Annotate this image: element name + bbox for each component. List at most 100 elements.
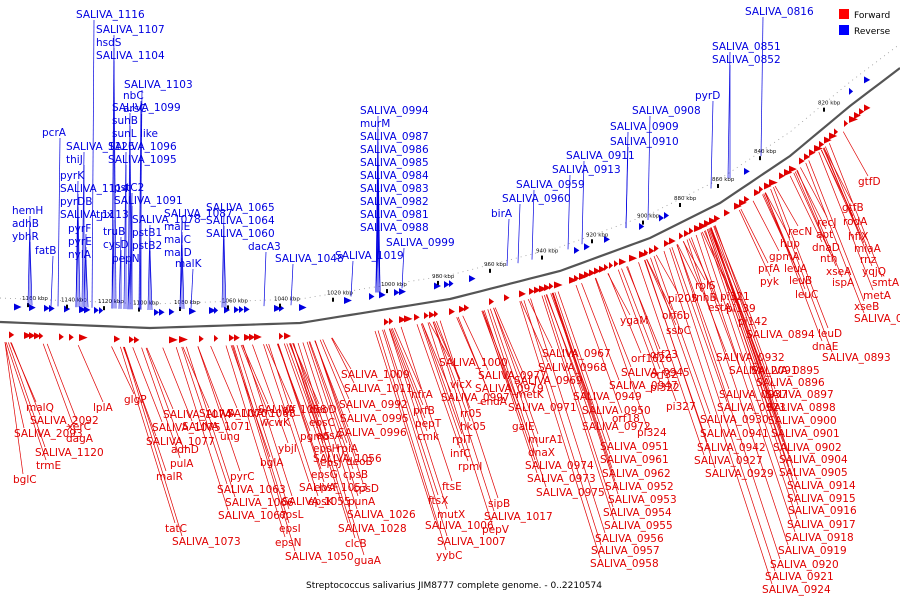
- tick-label: 1080 kbp: [174, 300, 200, 306]
- forward-gene-label: epsA: [316, 430, 343, 442]
- tick-mark: [591, 239, 593, 244]
- forward-gene-label: SALIVA_0915: [787, 493, 856, 505]
- tick-label: 940 kbp: [536, 249, 559, 255]
- forward-leader-line: [5, 342, 47, 461]
- forward-gene-label: SALIVA_0945: [621, 367, 690, 379]
- reverse-leader-line: [111, 219, 115, 309]
- forward-gene-label: orf32: [650, 369, 678, 381]
- reverse-leader-line: [179, 257, 183, 309]
- forward-leader-line: [519, 301, 601, 559]
- forward-gene-label: ybjI: [278, 443, 297, 455]
- forward-gene-label: clcB: [345, 538, 367, 550]
- forward-gene-arrow: [654, 245, 659, 252]
- forward-gene-label: bglC: [13, 474, 37, 486]
- forward-label-group: gtfDgtfBrodAhflXmiaArnzyqjQsmtAmetAxseBr…: [4, 131, 900, 596]
- forward-leader-line: [638, 262, 705, 456]
- forward-gene-arrow: [569, 276, 578, 284]
- forward-gene-label: pi324: [637, 427, 667, 439]
- forward-gene-arrow: [629, 254, 638, 262]
- forward-gene-label: SALIVA_0920: [770, 559, 839, 571]
- reverse-gene-arrow: [244, 305, 250, 313]
- forward-leader-line: [627, 266, 677, 402]
- forward-leader-line: [230, 345, 271, 458]
- forward-leader-line: [765, 192, 823, 342]
- forward-gene-arrow: [734, 202, 742, 210]
- forward-gene-arrow: [9, 331, 15, 339]
- forward-gene-label: SALIVA_0973: [527, 473, 596, 485]
- forward-leader-line: [132, 347, 163, 423]
- forward-gene-label: deoD: [309, 404, 337, 416]
- forward-gene-arrow: [739, 199, 747, 207]
- forward-gene-arrow: [744, 195, 750, 203]
- forward-leader-line: [663, 250, 773, 585]
- forward-gene-label: SALIVA_0955: [604, 520, 673, 532]
- forward-gene-label: murA1: [528, 434, 563, 446]
- tick-mark: [279, 303, 281, 308]
- tick-mark: [332, 297, 334, 302]
- reverse-gene-label: pyrK: [60, 170, 85, 182]
- reverse-gene-label: dacA3: [248, 241, 281, 253]
- forward-gene-arrow: [769, 179, 778, 187]
- forward-leader-line: [527, 298, 553, 349]
- forward-gene-arrow: [704, 220, 712, 227]
- reverse-leader-line: [91, 19, 95, 308]
- reverse-gene-label: murM: [360, 118, 390, 130]
- tick-label: 920 kbp: [586, 232, 609, 238]
- tick-label: 820 kbp: [818, 101, 841, 107]
- forward-gene-arrow: [29, 332, 36, 340]
- reverse-gene-label: SALIVA_1048: [275, 253, 344, 265]
- forward-gene-label: SALIVA_1055: [282, 496, 351, 508]
- forward-gene-label: cpsB: [343, 469, 368, 481]
- forward-gene-arrow: [229, 334, 235, 342]
- forward-gene-label: SALIVA_0958: [590, 558, 659, 570]
- reverse-gene-arrow: [214, 306, 219, 314]
- forward-leader-line: [708, 228, 784, 443]
- forward-gene-label: SALIVA_1063: [217, 484, 286, 496]
- forward-leader-line: [400, 326, 453, 482]
- forward-gene-arrow: [724, 209, 731, 217]
- tick-label: 1040 kbp: [274, 297, 300, 303]
- forward-gene-label: SALIVA_1075: [152, 422, 221, 434]
- forward-gene-label: SALIVA_1058: [258, 404, 327, 416]
- forward-gene-arrow: [404, 315, 413, 323]
- forward-gene-label: SALIVA_0967: [542, 348, 611, 360]
- reverse-gene-arrow: [209, 307, 217, 315]
- forward-gene-label: orf1626: [631, 353, 672, 365]
- forward-gene-arrow: [519, 290, 526, 298]
- forward-gene-label: SALIVA_0927: [694, 455, 763, 467]
- forward-gene-arrow: [199, 335, 204, 343]
- forward-leader-line: [552, 292, 613, 469]
- forward-leader-line: [710, 227, 798, 481]
- reverse-gene-label: pcrA: [42, 127, 67, 139]
- forward-gene-label: SALIVA_0896: [756, 377, 825, 389]
- reverse-gene-label: hsdS: [96, 37, 122, 49]
- reverse-gene-label: SALIVA_0983: [360, 183, 429, 195]
- forward-gene-label: SALIVA_0904: [779, 454, 848, 466]
- forward-gene-arrow: [824, 136, 832, 144]
- forward-gene-label: epsK: [308, 496, 335, 508]
- forward-leader-line: [554, 292, 611, 455]
- forward-gene-arrow: [714, 215, 721, 222]
- forward-leader-line: [805, 162, 865, 314]
- forward-leader-line: [181, 346, 228, 485]
- tick-label: 900 kbp: [637, 214, 660, 220]
- forward-gene-label: SALIVA_0914: [787, 480, 856, 492]
- forward-gene-arrow: [504, 294, 510, 302]
- forward-gene-arrow: [549, 282, 554, 290]
- forward-gene-arrow: [684, 230, 690, 237]
- tick-label: 980 kbp: [432, 274, 455, 280]
- forward-leader-line: [309, 341, 348, 444]
- forward-gene-label: prfA: [758, 263, 781, 275]
- forward-gene-label: SALIVA_0905: [779, 467, 848, 479]
- forward-leader-line: [594, 277, 648, 428]
- forward-gene-label: SALIVA_0893: [822, 352, 891, 364]
- reverse-gene-arrow: [574, 246, 580, 254]
- forward-gene-label: leuC: [795, 289, 818, 301]
- forward-gene-label: SALIVA_0918: [785, 532, 854, 544]
- forward-leader-line: [252, 344, 289, 444]
- forward-gene-arrow: [489, 298, 495, 306]
- reverse-gene-label: SALIVA_1116: [76, 9, 145, 21]
- forward-gene-arrow: [249, 333, 256, 341]
- reverse-gene-label: tpx: [96, 209, 113, 221]
- forward-gene-label: SALIVA_0947: [609, 380, 678, 392]
